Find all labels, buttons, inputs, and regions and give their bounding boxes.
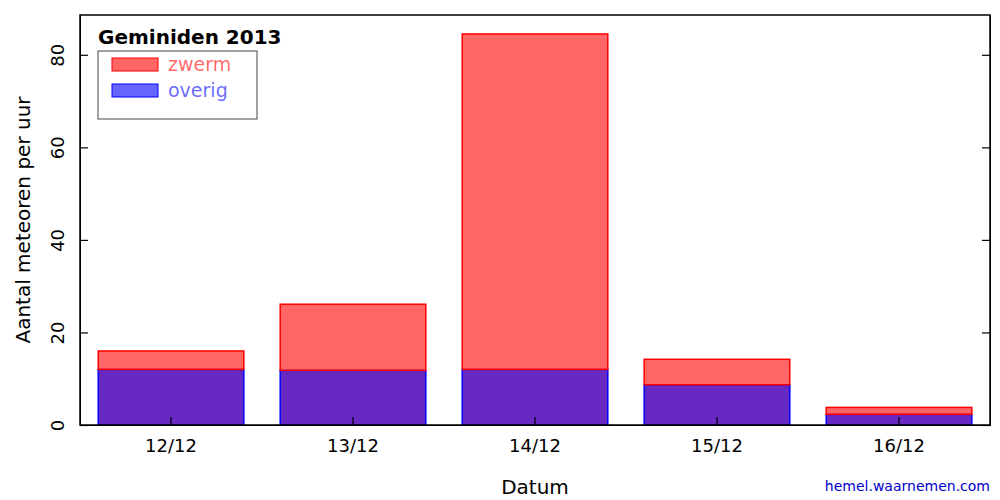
y-tick: 80 bbox=[47, 44, 88, 67]
y-tick-mark bbox=[80, 240, 88, 241]
bars bbox=[98, 34, 972, 425]
y-tick-label: 60 bbox=[47, 136, 68, 159]
y-tick-label: 40 bbox=[47, 229, 68, 252]
x-tick: 16/12 bbox=[873, 417, 925, 456]
y-tick: 60 bbox=[47, 136, 88, 159]
x-tick-mark bbox=[716, 417, 717, 425]
x-axis-title: Datum bbox=[501, 475, 569, 499]
legend: zwerm overig bbox=[98, 51, 257, 119]
y-tick-mark bbox=[982, 55, 990, 56]
y-tick-label: 80 bbox=[47, 44, 68, 67]
y-tick-mark bbox=[982, 147, 990, 148]
legend-swatch bbox=[112, 58, 158, 71]
y-tick-mark bbox=[80, 55, 88, 56]
bar bbox=[826, 407, 972, 414]
y-tick-mark bbox=[982, 240, 990, 241]
legend-swatch bbox=[112, 84, 158, 97]
x-tick-mark bbox=[352, 417, 353, 425]
y-tick: 20 bbox=[47, 321, 88, 344]
bar-underlay bbox=[462, 369, 608, 425]
bar bbox=[462, 369, 608, 425]
y-tick-right bbox=[982, 332, 990, 333]
y-tick-mark bbox=[80, 147, 88, 148]
chart: 0 20 40 60 80 12/12 13/12 14/12 15/12 16/12 Gemini… bbox=[0, 0, 1000, 500]
y-tick-label: 0 bbox=[47, 420, 68, 431]
bar bbox=[98, 351, 244, 370]
y-tick-mark bbox=[982, 332, 990, 333]
y-tick-label: 20 bbox=[47, 321, 68, 344]
bar-underlay bbox=[280, 370, 426, 425]
x-tick-mark bbox=[170, 417, 171, 425]
bar bbox=[280, 370, 426, 425]
x-tick-label: 14/12 bbox=[509, 435, 561, 456]
x-tick-label: 15/12 bbox=[691, 435, 743, 456]
x-tick: 12/12 bbox=[145, 417, 197, 456]
y-tick-right bbox=[982, 55, 990, 56]
bar bbox=[280, 304, 426, 370]
plot-frame bbox=[80, 15, 990, 425]
x-tick: 14/12 bbox=[509, 417, 561, 456]
bar bbox=[98, 369, 244, 425]
title: Geminiden 2013 bbox=[98, 25, 282, 49]
y-tick-right bbox=[982, 240, 990, 241]
bar bbox=[644, 385, 790, 425]
y-axis-title: Aantal meteoren per uur bbox=[11, 96, 35, 344]
x-tick-mark bbox=[534, 417, 535, 425]
legend-label: zwerm bbox=[168, 53, 231, 75]
bar bbox=[462, 34, 608, 369]
legend-label: overig bbox=[168, 79, 228, 101]
x-tick-label: 12/12 bbox=[145, 435, 197, 456]
y-tick: 40 bbox=[47, 229, 88, 252]
x-tick: 15/12 bbox=[691, 417, 743, 456]
bar bbox=[644, 359, 790, 384]
legend-box bbox=[98, 51, 257, 119]
plot-area: 0 20 40 60 80 12/12 13/12 14/12 15/12 16/12 Gemini… bbox=[47, 15, 991, 456]
bar bbox=[826, 414, 972, 425]
bar-underlay bbox=[98, 369, 244, 425]
y-tick-right bbox=[982, 147, 990, 148]
x-tick-label: 13/12 bbox=[327, 435, 379, 456]
y-axis-right bbox=[982, 16, 991, 426]
x-tick: 13/12 bbox=[327, 417, 379, 456]
y-axis: 0 20 40 60 80 bbox=[47, 16, 88, 432]
bar-underlay bbox=[826, 414, 972, 425]
credit: hemel.waarnemen.com bbox=[825, 478, 990, 494]
y-tick-mark bbox=[80, 332, 88, 333]
x-tick-label: 16/12 bbox=[873, 435, 925, 456]
x-tick-mark bbox=[898, 417, 899, 425]
bar-underlay bbox=[644, 385, 790, 425]
x-axis: 12/12 13/12 14/12 15/12 16/12 bbox=[81, 417, 991, 456]
